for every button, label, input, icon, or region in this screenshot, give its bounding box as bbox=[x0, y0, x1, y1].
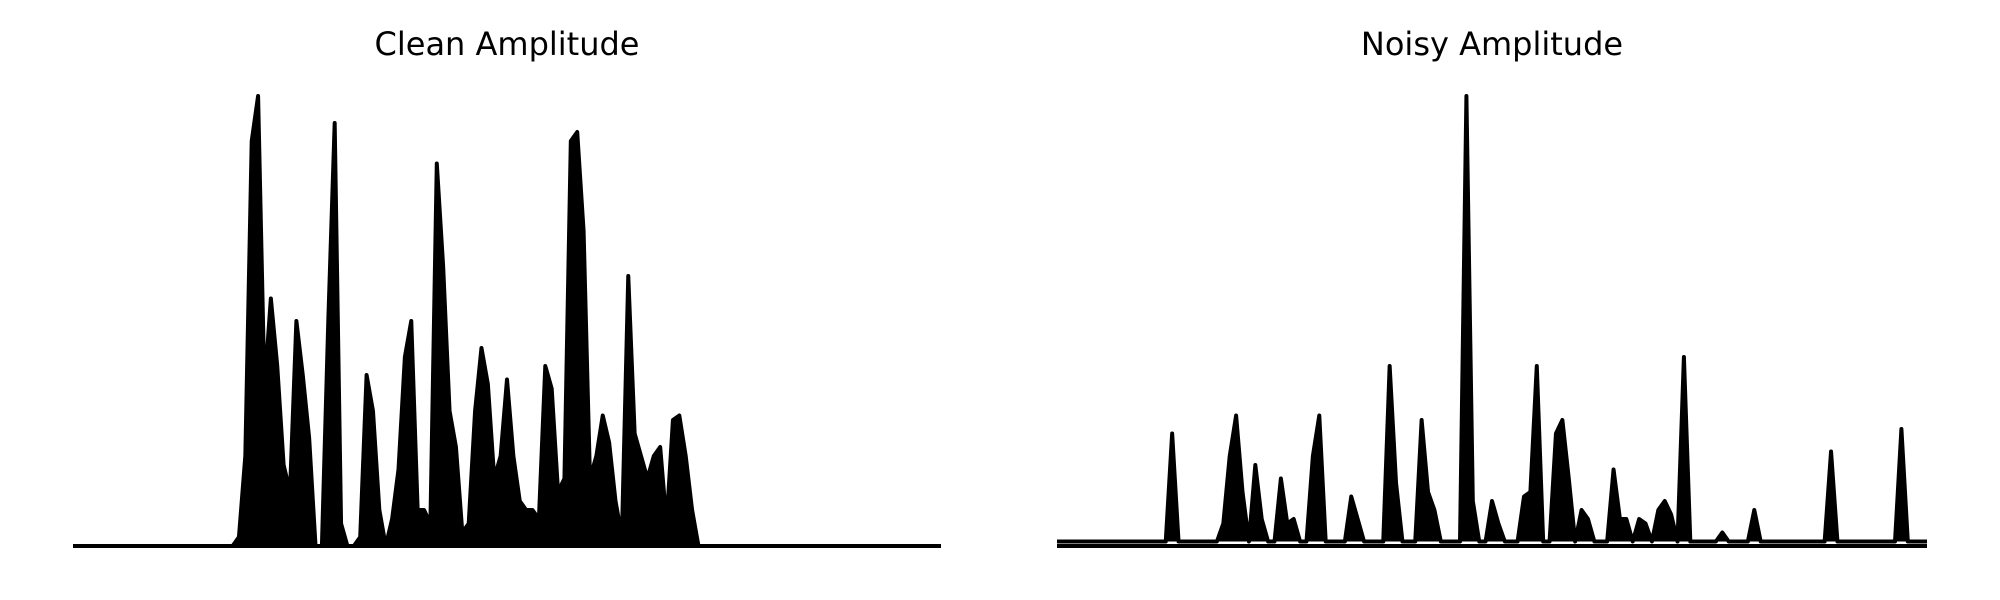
amplitude-envelope bbox=[73, 94, 941, 548]
chart-title: Noisy Amplitude bbox=[1361, 25, 1623, 63]
chart-title: Clean Amplitude bbox=[375, 25, 640, 63]
amplitude-envelope bbox=[1057, 94, 1927, 544]
